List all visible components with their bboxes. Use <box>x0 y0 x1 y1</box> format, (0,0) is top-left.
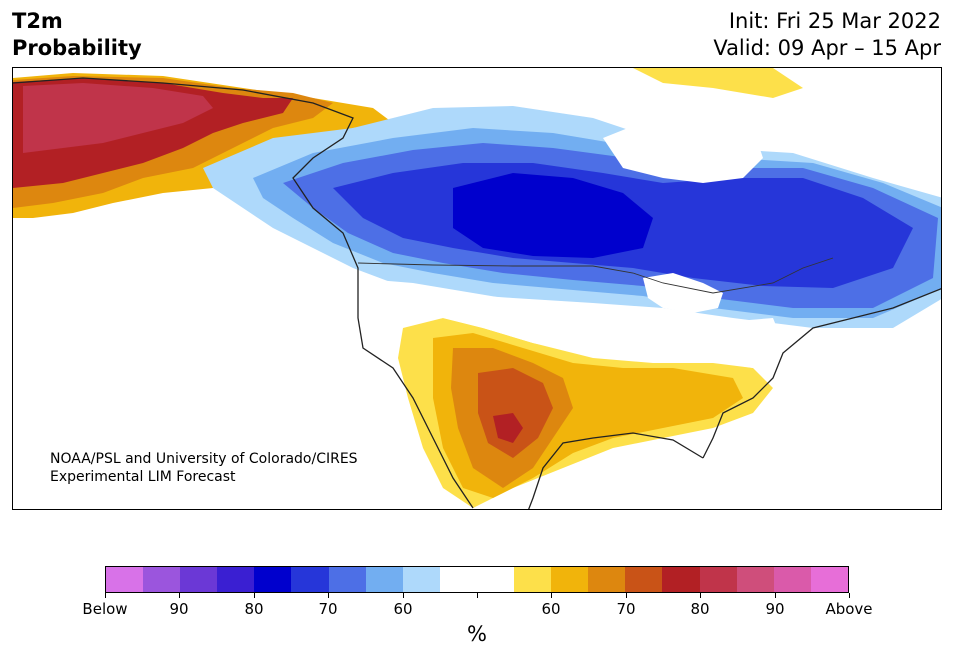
credit-line-1: NOAA/PSL and University of Colorado/CIRE… <box>50 451 358 467</box>
colorbar-swatch <box>699 567 737 592</box>
east-coast <box>702 288 941 459</box>
colorbar-tick <box>477 593 478 598</box>
colorbar-tick-label: 90 <box>765 600 785 618</box>
credit-line-2: Experimental LIM Forecast <box>50 469 236 485</box>
colorbar-swatch <box>217 567 255 592</box>
us-white-strip <box>353 278 783 368</box>
init-date: Init: Fri 25 Mar 2022 <box>728 9 941 33</box>
colorbar-tick <box>179 593 180 598</box>
colorbar-tick-label: 70 <box>616 600 636 618</box>
alaska-dark-red-zone <box>23 83 213 153</box>
greenland-coast-warm <box>633 68 803 98</box>
colorbar-tick <box>626 593 627 598</box>
colorbar-tick-label: Above <box>825 600 873 618</box>
colorbar-swatch <box>588 567 626 592</box>
colorbar-swatch <box>773 567 811 592</box>
probability-map: NOAA/PSL and University of Colorado/CIRE… <box>12 67 942 510</box>
colorbar-swatch <box>328 567 366 592</box>
colorbar-tick <box>403 593 404 598</box>
colorbar-unit: % <box>467 622 487 646</box>
colorbar-swatch <box>291 567 329 592</box>
colorbar-tick-label: 60 <box>393 600 413 618</box>
colorbar-swatch <box>254 567 292 592</box>
colorbar-swatch <box>514 567 552 592</box>
colorbar-tick <box>775 593 776 598</box>
colorbar-swatch <box>736 567 774 592</box>
data-credit: NOAA/PSL and University of Colorado/CIRE… <box>50 450 358 486</box>
colorbar-tick <box>254 593 255 598</box>
us-canada-border <box>357 257 834 294</box>
colorbar-swatch <box>439 567 477 592</box>
colorbar-tick-label: Below <box>82 600 128 618</box>
colorbar-swatch <box>476 567 515 592</box>
texas-rust-zone <box>478 368 553 458</box>
colorbar-swatch <box>143 567 181 592</box>
colorbar-swatch <box>402 567 440 592</box>
map-canvas <box>13 68 941 509</box>
colorbar-swatch <box>365 567 403 592</box>
colorbar-swatch <box>551 567 589 592</box>
colorbar-tick <box>328 593 329 598</box>
colorbar-tick-label: 80 <box>690 600 710 618</box>
colorbar-tick-label: 90 <box>169 600 189 618</box>
coastline <box>13 77 474 509</box>
colorbar-swatch <box>106 567 144 592</box>
texas-red-zone <box>493 413 523 443</box>
colorbar-swatch <box>625 567 663 592</box>
map-title: T2m Probability <box>12 9 142 60</box>
valid-period: Valid: 09 Apr – 15 Apr <box>713 36 941 60</box>
colorbar <box>105 566 849 593</box>
colorbar-tick <box>700 593 701 598</box>
colorbar-swatch <box>810 567 848 592</box>
colorbar-tick <box>105 593 106 598</box>
colorbar-swatch <box>662 567 700 592</box>
canada-core-blue-zone <box>453 173 653 258</box>
forecast-dates: Init: Fri 25 Mar 2022 Valid: 09 Apr – 15… <box>713 8 941 62</box>
colorbar-tick-label: 80 <box>244 600 264 618</box>
colorbar-tick-label: 70 <box>318 600 338 618</box>
colorbar-tick <box>849 593 850 598</box>
hudson-bay <box>603 113 763 183</box>
gulf-coast <box>528 432 704 509</box>
colorbar-tick <box>551 593 552 598</box>
greenland <box>773 68 941 148</box>
colorbar-tick-label: 60 <box>541 600 561 618</box>
colorbar-swatch <box>180 567 218 592</box>
